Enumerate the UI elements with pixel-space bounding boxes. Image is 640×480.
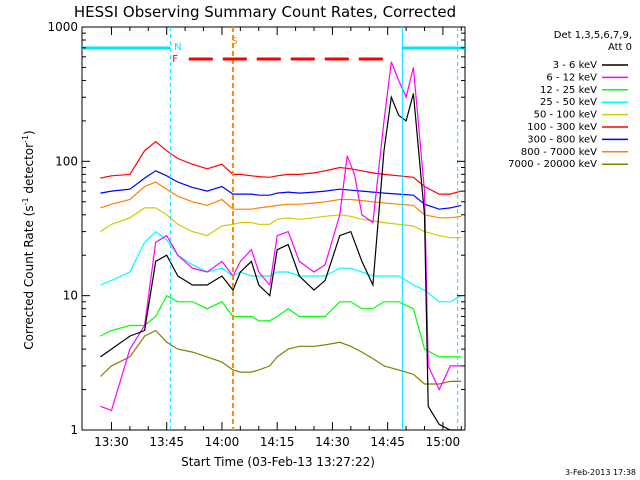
x-tick-label: 15:00 bbox=[426, 435, 461, 449]
x-axis-label: Start Time (03-Feb-13 13:27:22) bbox=[181, 455, 375, 469]
x-tick-label: 13:30 bbox=[94, 435, 129, 449]
series-line-4 bbox=[100, 207, 462, 239]
y-tick-label: 1000 bbox=[47, 20, 78, 34]
legend-label-0: 3 - 6 keV bbox=[553, 60, 597, 71]
legend-label-8: 7000 - 20000 keV bbox=[508, 159, 597, 170]
series-line-5 bbox=[100, 140, 462, 195]
x-tick-label: 14:45 bbox=[370, 435, 405, 449]
plot-frame bbox=[81, 26, 466, 431]
series-line-3 bbox=[100, 230, 462, 303]
y-axis-label-sup1: -1 bbox=[21, 197, 30, 205]
y-tick-label: 10 bbox=[63, 289, 78, 303]
marker-n-label: N bbox=[174, 42, 181, 53]
timestamp: 3-Feb-2013 17:38 bbox=[565, 468, 636, 477]
series-line-0 bbox=[100, 93, 462, 431]
y-axis-label-end: ) bbox=[22, 130, 36, 135]
marker-s-label: S bbox=[231, 36, 237, 47]
marker-f-label: F bbox=[172, 54, 178, 65]
y-axis-label-main: Corrected Count Rate (s bbox=[22, 205, 36, 349]
x-tick-label: 14:15 bbox=[260, 435, 295, 449]
legend-label-7: 800 - 7000 keV bbox=[521, 147, 597, 158]
plot-area: N S F 1 10 100 1000 13:30 13:45 14:00 14:15 14:30 14… bbox=[47, 20, 466, 449]
chart-title: HESSI Observing Summary Count Rates, Cor… bbox=[74, 3, 456, 21]
legend-label-5: 100 - 300 keV bbox=[527, 122, 597, 133]
y-tick-label: 1 bbox=[70, 423, 78, 437]
series-line-7 bbox=[100, 181, 462, 219]
legend-label-1: 6 - 12 keV bbox=[546, 72, 597, 83]
legend-label-4: 50 - 100 keV bbox=[534, 110, 598, 121]
y-axis-label: Corrected Count Rate (s-1 detector-1) bbox=[21, 130, 36, 349]
series-line-6 bbox=[100, 170, 462, 210]
series-line-2 bbox=[100, 294, 462, 358]
series-line-1 bbox=[100, 61, 462, 412]
y-axis-label-mid: detector bbox=[22, 143, 36, 198]
y-axis-label-sup2: -1 bbox=[21, 135, 30, 143]
x-tick-label: 14:30 bbox=[315, 435, 350, 449]
legend-title-1: Det 1,3,5,6,7,9, bbox=[554, 30, 632, 41]
y-tick-label: 100 bbox=[55, 154, 78, 168]
legend-label-3: 25 - 50 keV bbox=[540, 97, 597, 108]
legend-title-2: Att 0 bbox=[608, 42, 632, 53]
series-line-8 bbox=[99, 329, 462, 385]
x-tick-label: 13:45 bbox=[149, 435, 184, 449]
legend-label-6: 300 - 800 keV bbox=[527, 134, 597, 145]
legend-label-2: 12 - 25 keV bbox=[540, 85, 597, 96]
x-tick-label: 14:00 bbox=[205, 435, 240, 449]
